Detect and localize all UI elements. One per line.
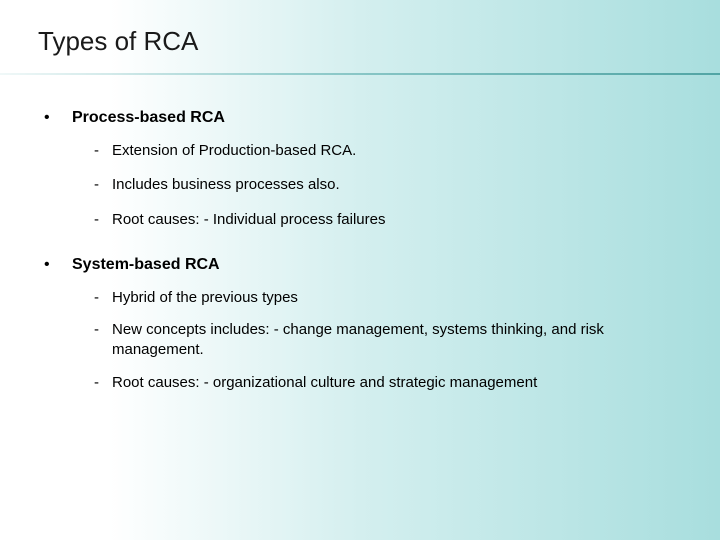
sub-item-text: Hybrid of the previous types — [112, 288, 656, 308]
sub-item-text: Includes business processes also. — [112, 175, 676, 195]
list-item: - New concepts includes: - change manage… — [94, 320, 656, 361]
list-item: • Process-based RCA — [44, 109, 676, 127]
list-item: - Root causes: - organizational culture … — [94, 373, 656, 393]
slide-title: Types of RCA — [38, 26, 720, 57]
bullet-icon: • — [44, 256, 72, 274]
section-heading: Process-based RCA — [72, 109, 225, 127]
dash-icon: - — [94, 373, 112, 393]
bullet-icon: • — [44, 109, 72, 127]
list-item: - Root causes: - Individual process fail… — [94, 210, 676, 230]
list-item: • System-based RCA — [44, 256, 676, 274]
sub-item-text: New concepts includes: - change manageme… — [112, 320, 656, 361]
slide-content: • Process-based RCA - Extension of Produ… — [0, 75, 720, 393]
sub-item-text: Root causes: - organizational culture an… — [112, 373, 656, 393]
dash-icon: - — [94, 320, 112, 340]
title-bar: Types of RCA — [0, 0, 720, 75]
list-item: - Extension of Production-based RCA. — [94, 141, 676, 161]
sub-list: - Extension of Production-based RCA. - I… — [94, 141, 676, 230]
section-heading: System-based RCA — [72, 256, 220, 274]
sub-item-text: Extension of Production-based RCA. — [112, 141, 676, 161]
dash-icon: - — [94, 141, 112, 161]
sub-item-text: Root causes: - Individual process failur… — [112, 210, 676, 230]
list-item: - Includes business processes also. — [94, 175, 676, 195]
dash-icon: - — [94, 175, 112, 195]
list-item: - Hybrid of the previous types — [94, 288, 656, 308]
dash-icon: - — [94, 210, 112, 230]
dash-icon: - — [94, 288, 112, 308]
sub-list: - Hybrid of the previous types - New con… — [94, 288, 676, 393]
